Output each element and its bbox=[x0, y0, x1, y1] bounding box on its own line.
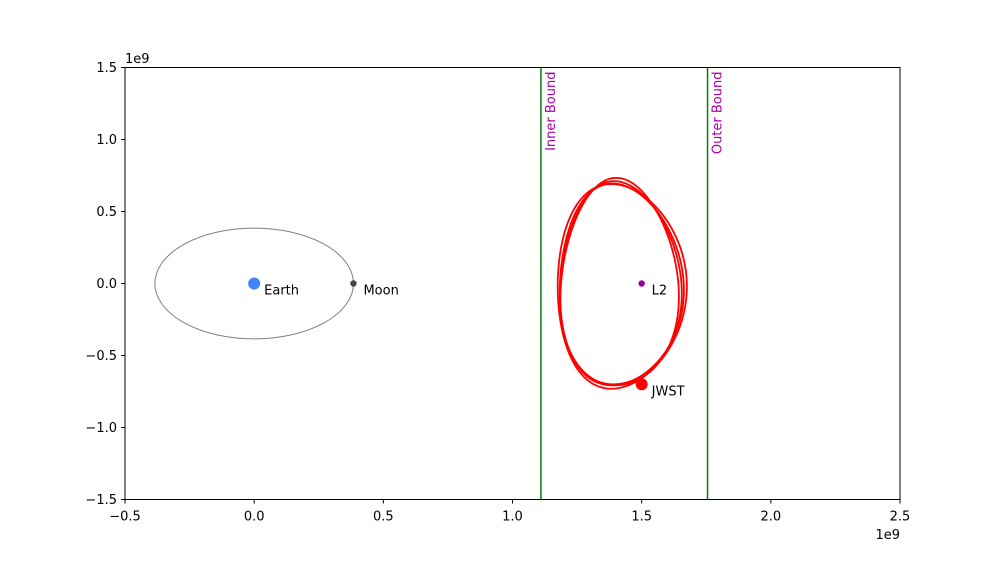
x-tick-label: 0.5 bbox=[373, 510, 394, 525]
jwst-point bbox=[635, 378, 648, 391]
y-tick-label: −1.5 bbox=[85, 493, 117, 508]
y-axis-ticks: −1.5 −1.0 −0.5 0.0 0.5 1.0 1.5 bbox=[85, 61, 125, 508]
plot-area bbox=[154, 67, 709, 500]
x-tick-label: 2.0 bbox=[760, 510, 781, 525]
jwst-orbit-loop bbox=[559, 176, 680, 387]
jwst-label: JWST bbox=[651, 384, 685, 399]
x-tick-label: 1.5 bbox=[631, 510, 652, 525]
earth-label: Earth bbox=[264, 284, 299, 299]
y-axis-offset-label: 1e9 bbox=[125, 52, 150, 67]
earth-point bbox=[248, 277, 261, 290]
y-tick-label: −1.0 bbox=[85, 421, 117, 436]
plot-content: Inner Bound Outer Bound Earth Moon L2 JWST bbox=[154, 67, 726, 500]
y-tick-label: −0.5 bbox=[85, 349, 117, 364]
y-tick-label: 0.5 bbox=[96, 205, 117, 220]
y-tick-label: 1.5 bbox=[96, 61, 117, 76]
axes-frame bbox=[124, 67, 901, 500]
inner-bound-label: Inner Bound bbox=[544, 72, 559, 151]
x-tick-label: −0.5 bbox=[109, 510, 141, 525]
x-tick-label: 1.0 bbox=[502, 510, 523, 525]
outer-bound-label: Outer Bound bbox=[711, 72, 726, 155]
moon-label: Moon bbox=[363, 284, 398, 299]
l2-label: L2 bbox=[652, 284, 668, 299]
x-tick-label: 2.5 bbox=[890, 510, 911, 525]
moon-point bbox=[350, 280, 357, 287]
x-axis-ticks: −0.5 0.0 0.5 1.0 1.5 2.0 2.5 bbox=[109, 499, 911, 525]
y-tick-label: 1.0 bbox=[96, 133, 117, 148]
x-axis-offset-label: 1e9 bbox=[875, 528, 900, 543]
x-tick-label: 0.0 bbox=[244, 510, 265, 525]
l2-point bbox=[638, 280, 645, 287]
y-tick-label: 0.0 bbox=[96, 277, 117, 292]
